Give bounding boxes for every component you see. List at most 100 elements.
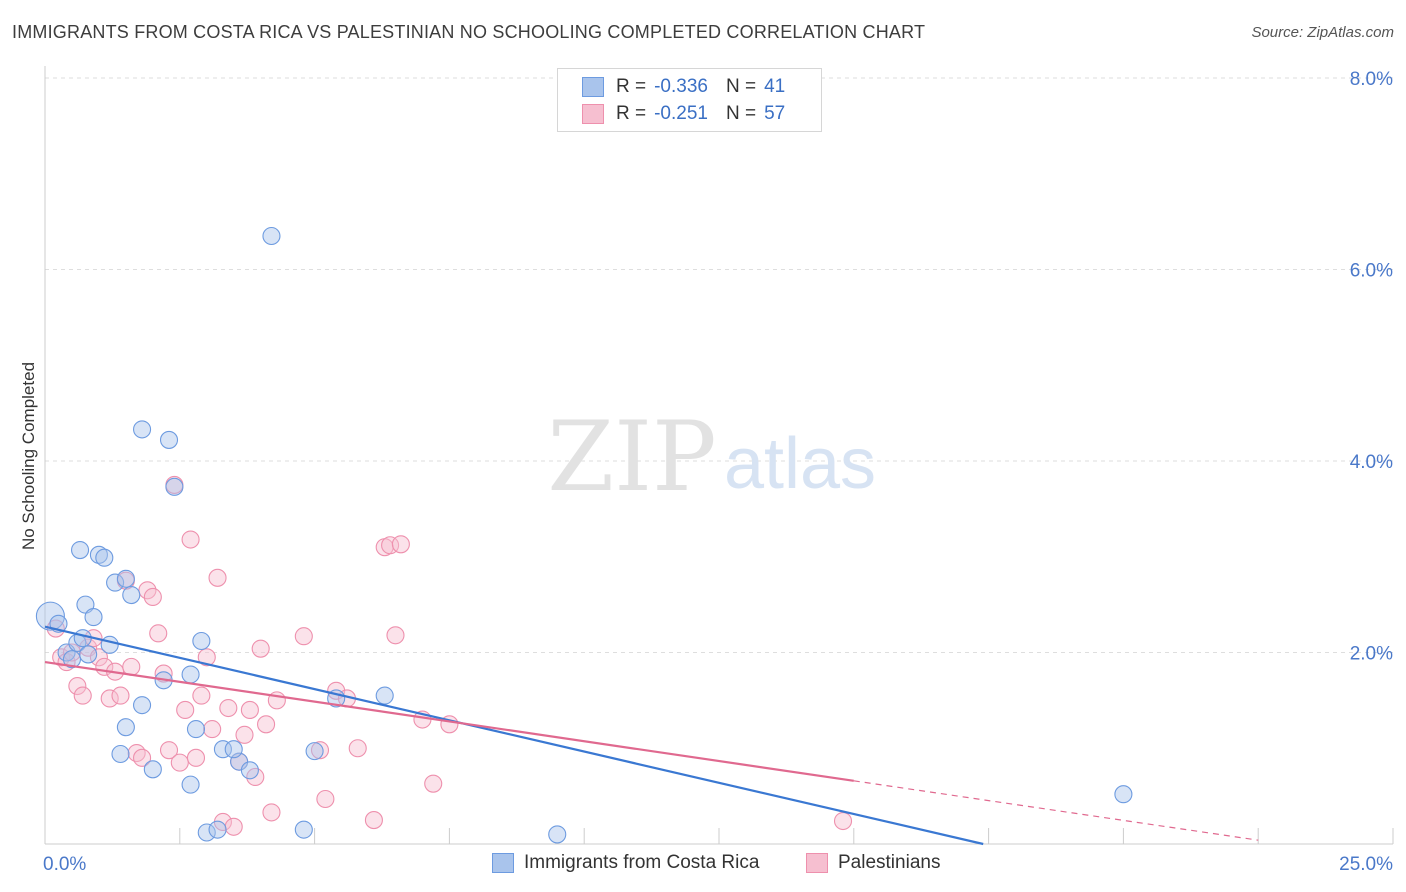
palestinian-point xyxy=(251,639,270,658)
palestinian-point xyxy=(208,568,227,587)
costa-rica-point xyxy=(70,540,90,560)
bottom-legend-label: Immigrants from Costa Rica xyxy=(524,852,760,873)
costa-rica-point xyxy=(95,548,114,567)
palestinian-point xyxy=(111,686,130,705)
watermark: ZIP atlas xyxy=(547,401,876,513)
costa-rica-point xyxy=(240,761,259,780)
palestinian-point xyxy=(386,626,405,645)
palestinian-point xyxy=(176,700,195,720)
palestinian-point xyxy=(159,741,179,760)
palestinian-point xyxy=(257,715,276,734)
palestinian-point xyxy=(316,789,335,809)
legend-n-label: N = xyxy=(725,76,757,97)
costa-rica-point xyxy=(111,744,130,764)
grid-lines xyxy=(45,77,1393,653)
costa-rica-trend-line xyxy=(44,625,984,846)
watermark-zip: ZIP xyxy=(547,401,716,513)
palestinian-trend-extension xyxy=(853,780,1259,841)
costa-rica-point xyxy=(122,585,141,605)
palestinian-point xyxy=(424,774,443,793)
costa-rica-point xyxy=(143,760,162,779)
palestinian-point xyxy=(240,700,259,720)
costa-rica-point xyxy=(294,820,313,839)
palestinian-point xyxy=(68,676,87,696)
palestinian-point xyxy=(262,803,281,822)
costa-rica-point xyxy=(133,696,152,715)
costa-rica-point xyxy=(197,823,216,842)
costa-rica-point xyxy=(224,740,243,759)
x-tick-label: 25.0% xyxy=(1339,854,1393,875)
palestinian-point xyxy=(133,748,152,767)
legend-row-palestinians: R = -0.251 N = 57 xyxy=(582,102,785,126)
palestinian-point xyxy=(143,587,162,607)
palestinian-point xyxy=(186,748,206,767)
costa-rica-point xyxy=(186,720,206,739)
palestinian-point xyxy=(100,689,119,708)
palestinian-trend-line xyxy=(44,660,854,782)
palestinian-point xyxy=(391,535,410,554)
palestinian-point xyxy=(364,811,383,830)
costa-rica-point xyxy=(133,420,152,439)
costa-rica-point xyxy=(159,430,179,449)
palestinian-point xyxy=(170,753,189,772)
y-axis-label: No Schooling Completed xyxy=(19,362,38,550)
palestinian-point xyxy=(219,698,238,718)
costa-rica-point xyxy=(305,742,324,761)
watermark-atlas: atlas xyxy=(724,424,876,504)
bottom-legend-label: Palestinians xyxy=(838,852,941,873)
palestinian-point xyxy=(833,811,853,831)
bottom-legend-swatch-blue xyxy=(492,853,514,873)
bottom-legend-costa-rica: Immigrants from Costa Rica xyxy=(492,852,759,874)
legend-r-label: R = xyxy=(616,76,647,97)
costa-rica-point xyxy=(116,718,135,737)
axes xyxy=(44,66,1394,845)
bottom-legend-palestinians: Palestinians xyxy=(806,852,940,874)
costa-rica-point xyxy=(89,545,108,564)
legend-r-label: R = xyxy=(616,103,647,124)
palestinian-point xyxy=(310,741,330,760)
palestinian-point xyxy=(294,627,313,646)
legend-n-value: 41 xyxy=(764,76,786,97)
palestinians-points xyxy=(46,475,853,836)
palestinian-point xyxy=(73,686,92,705)
costa-rica-point xyxy=(116,569,135,588)
legend-r-value: -0.336 xyxy=(654,76,708,97)
legend-r-value: -0.251 xyxy=(654,103,708,124)
bottom-legend-swatch-pink xyxy=(806,853,828,873)
palestinian-point xyxy=(224,817,243,836)
palestinian-point xyxy=(192,686,211,705)
y-tick-label: 2.0% xyxy=(1350,644,1393,665)
y-tick-label: 8.0% xyxy=(1350,69,1393,90)
trend-lines xyxy=(44,625,1259,846)
palestinian-point xyxy=(235,725,254,744)
palestinian-point xyxy=(197,648,216,667)
costa-rica-point xyxy=(165,477,184,496)
costa-rica-point xyxy=(106,573,125,592)
x-tick-label: 0.0% xyxy=(43,854,86,875)
palestinian-point xyxy=(149,624,168,643)
legend-swatch-blue xyxy=(582,77,604,97)
source-label: Source: ZipAtlas.com xyxy=(1251,24,1394,41)
legend-n-value: 57 xyxy=(764,103,786,124)
legend-n-label: N = xyxy=(725,103,757,124)
costa-rica-point xyxy=(73,629,92,648)
costa-rica-point xyxy=(548,825,567,844)
costa-rica-point xyxy=(1114,785,1133,804)
palestinian-point xyxy=(348,739,367,758)
tick-labels: 2.0% 4.0% 6.0% 8.0% 0.0% 25.0% xyxy=(43,69,1393,875)
costa-rica-point xyxy=(84,608,103,627)
y-tick-label: 4.0% xyxy=(1350,452,1393,473)
costa-rica-point xyxy=(181,665,200,684)
costa-rica-point xyxy=(35,601,65,631)
costa-rica-point xyxy=(375,686,394,705)
palestinian-point xyxy=(89,648,108,667)
costa-rica-point xyxy=(213,740,232,759)
y-tick-label: 6.0% xyxy=(1350,261,1393,282)
costa-rica-point xyxy=(192,631,211,651)
legend-swatch-pink xyxy=(582,104,604,124)
legend-row-costa-rica: R = -0.336 N = 41 xyxy=(582,75,785,99)
costa-rica-point xyxy=(181,775,200,794)
palestinian-point xyxy=(127,743,146,763)
palestinian-point xyxy=(181,530,200,549)
